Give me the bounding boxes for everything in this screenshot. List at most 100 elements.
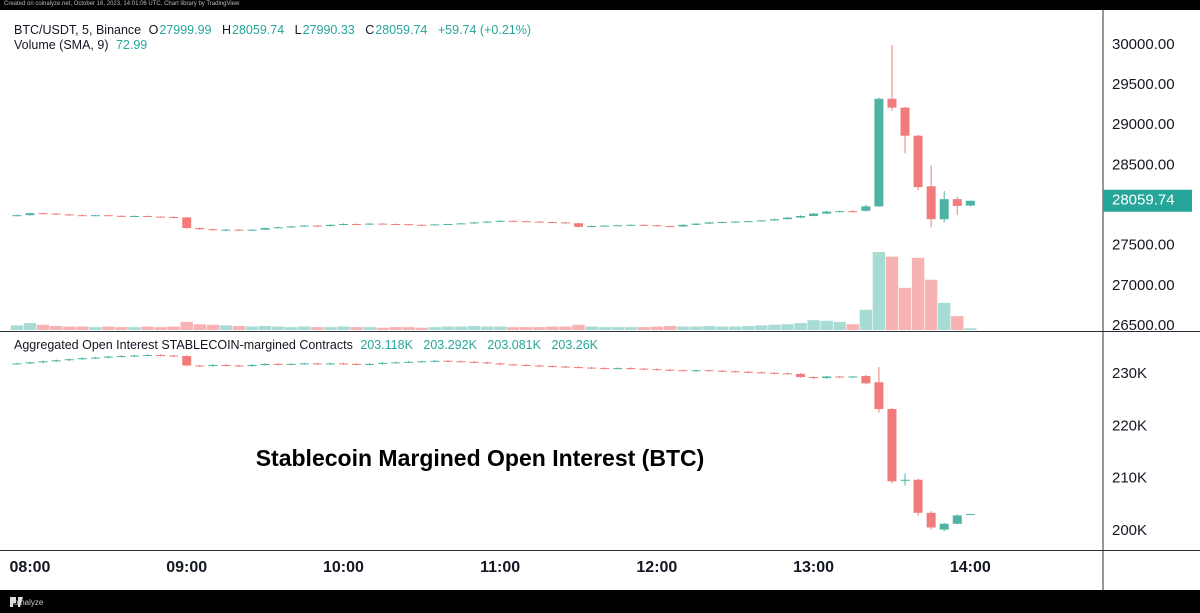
volume-bar: [742, 325, 755, 330]
candle-body: [312, 363, 322, 365]
candle-body: [25, 213, 35, 216]
candle-body: [391, 362, 401, 364]
volume-bar: [807, 320, 820, 330]
volume-bar: [180, 321, 193, 330]
candle-body: [234, 229, 244, 231]
candle-body: [495, 220, 505, 222]
candle-body: [926, 186, 936, 220]
candle-body: [64, 214, 74, 216]
volume-bar: [507, 327, 520, 330]
candle-body: [952, 199, 962, 206]
candle-body: [730, 221, 740, 223]
candle-body: [352, 363, 361, 365]
candle-body: [534, 365, 544, 367]
volume-bar: [520, 327, 533, 330]
low-value: 27990.33: [302, 23, 355, 37]
candle-body: [939, 199, 949, 220]
annotation: Stablecoin Margined Open Interest (BTC): [256, 445, 705, 471]
candle-body: [887, 409, 897, 482]
oi-legend: Aggregated Open Interest STABLECOIN-marg…: [14, 338, 605, 352]
candle-body: [169, 355, 179, 357]
volume-bar: [715, 326, 729, 330]
candle-body: [665, 226, 675, 228]
volume-bar: [36, 324, 50, 330]
candle-body: [430, 360, 440, 362]
candle-body: [352, 224, 361, 226]
volume-legend: Volume (SMA, 9) 72.99: [14, 38, 154, 52]
volume-bar: [62, 326, 76, 330]
volume-bar: [219, 325, 233, 330]
close-value: 28059.74: [375, 23, 428, 37]
candle-body: [508, 220, 518, 222]
candle-body: [560, 366, 570, 368]
volume-bar: [898, 287, 912, 330]
volume-bar: [285, 327, 298, 330]
candle-body: [730, 371, 740, 373]
candle-body: [639, 368, 649, 370]
volume-bar: [598, 327, 611, 330]
x-tick-label: 12:00: [636, 559, 677, 576]
candle-body: [417, 224, 427, 226]
volume-bar: [376, 327, 389, 330]
candle-body: [12, 363, 22, 365]
volume-bar: [768, 324, 781, 330]
candle-body: [391, 224, 401, 226]
y-tick-label: 220K: [1112, 417, 1147, 434]
candle-body: [796, 215, 806, 218]
candle-body: [965, 200, 975, 206]
candle-body: [743, 221, 753, 223]
candle-body: [469, 222, 479, 224]
volume-bar: [624, 327, 637, 330]
candle-body: [260, 363, 270, 365]
candle-body: [678, 224, 688, 227]
candle-body: [952, 515, 962, 524]
volume-bar: [324, 327, 337, 330]
candle-body: [743, 371, 753, 373]
candle-body: [234, 365, 244, 367]
volume-title: Volume (SMA, 9): [14, 38, 109, 52]
candle-body: [443, 360, 453, 362]
volume-bar: [533, 327, 546, 330]
y-tick-label: 29000.00: [1112, 116, 1175, 133]
volume-bar: [402, 327, 415, 330]
candle-body: [129, 355, 139, 357]
chart-background: [0, 10, 1200, 590]
footer-strip: [0, 590, 1200, 613]
volume-bar: [193, 324, 206, 330]
candle-body: [613, 225, 623, 227]
candle-body: [299, 225, 309, 227]
candle-body: [273, 363, 283, 365]
candle-body: [338, 363, 348, 365]
candle-body: [312, 225, 322, 227]
candle-body: [456, 223, 466, 225]
candle-body: [691, 223, 701, 225]
candle-body: [547, 222, 557, 224]
candle-body: [325, 363, 335, 365]
candle-body: [417, 361, 427, 363]
candle-body: [182, 217, 192, 229]
candle-body: [600, 225, 610, 227]
volume-bar: [76, 326, 89, 330]
candle-body: [103, 356, 113, 358]
volume-bar: [415, 327, 428, 330]
candle-body: [469, 361, 479, 363]
candle-body: [861, 375, 871, 384]
x-tick-label: 13:00: [793, 559, 834, 576]
candle-body: [156, 355, 166, 357]
oi-value: 203.292K: [423, 338, 477, 352]
volume-bar: [49, 325, 63, 330]
candle-body: [51, 360, 61, 362]
x-tick-label: 08:00: [10, 559, 51, 576]
x-tick-label: 10:00: [323, 559, 364, 576]
candle-body: [600, 368, 610, 370]
volume-bar: [167, 326, 180, 330]
candle-body: [574, 223, 584, 227]
y-tick-label: 30000.00: [1112, 36, 1175, 53]
candle-body: [521, 364, 531, 366]
volume-bar: [938, 302, 951, 330]
tv-logo: [10, 597, 23, 607]
volume-bar: [964, 328, 977, 330]
candle-body: [365, 223, 375, 225]
